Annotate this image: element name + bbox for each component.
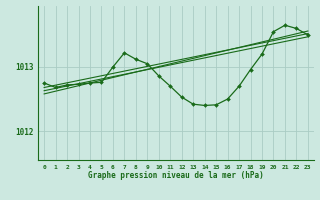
X-axis label: Graphe pression niveau de la mer (hPa): Graphe pression niveau de la mer (hPa) (88, 171, 264, 180)
